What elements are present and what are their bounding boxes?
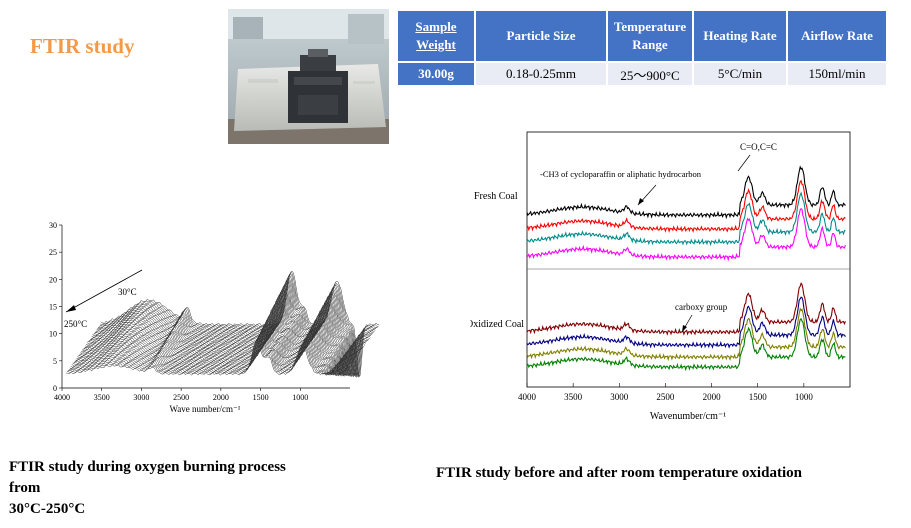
waterfall-line-28 (88, 294, 367, 377)
left-caption: FTIR study during oxygen burning process… (9, 457, 286, 520)
cell-airflow-rate: 150ml/min (788, 63, 886, 85)
cell-heating-rate: 5°C/min (694, 63, 786, 85)
waterfall-line-9 (73, 325, 352, 376)
waterfall-line-35 (93, 283, 373, 377)
parameters-table: Sample Weight Particle Size Temperature … (396, 9, 888, 87)
header-particle-size: Particle Size (476, 11, 606, 61)
waterfall-line-44 (101, 270, 380, 376)
right-caption: FTIR study before and after room tempera… (436, 465, 802, 481)
waterfall-line-37 (95, 280, 374, 377)
annotation-250c: 250°C (64, 319, 87, 329)
x-tick-label: 1000 (292, 393, 308, 402)
left-caption-line-3: 30°C-250°C (9, 501, 86, 517)
group-label-fresh: Fresh Coal (474, 191, 518, 202)
x-tick-label: 3500 (94, 393, 110, 402)
spectrum-line-6 (526, 307, 846, 362)
table-row: 30.00g 0.18-0.25mm 25～900°C 5°C/min 150m… (398, 63, 886, 85)
x-axis-label: Wavenumber/cm⁻¹ (650, 411, 726, 422)
table-header-row: Sample Weight Particle Size Temperature … (398, 11, 886, 61)
x-tick-label: 2000 (213, 393, 229, 402)
waterfall-spectra (66, 270, 380, 378)
page-title: FTIR study (30, 34, 135, 58)
left-caption-line-1: FTIR study during oxygen burning process (9, 459, 286, 475)
spectrum-line-3 (526, 207, 846, 262)
spectrum-line-0 (526, 165, 846, 220)
spectrum-line-1 (526, 179, 846, 233)
x-tick-label: 4000 (54, 393, 70, 402)
y-tick-label: 25 (49, 248, 57, 257)
waterfall-line-16 (78, 314, 358, 377)
annotation-30c: 30°C (118, 287, 137, 297)
y-tick-label: 15 (49, 303, 57, 312)
left-caption-line-2: from (9, 480, 41, 496)
waterfall-line-32 (91, 290, 370, 376)
plot-frame (526, 131, 851, 388)
spectrum-line-7 (526, 317, 846, 372)
x-axis-label: Wave number/cm⁻¹ (170, 404, 241, 414)
waterfall-chart: 4000 3500 3000 2500 2000 1500 1000 0 5 10 15 20 25 30… (49, 221, 380, 414)
x-tick-label: 2000 (703, 392, 722, 402)
x-tick-label: 3000 (133, 393, 149, 402)
spectrum-line-2 (526, 191, 846, 247)
header-airflow-rate: Airflow Rate (788, 11, 886, 61)
ftir-instrument-photo (228, 9, 389, 144)
waterfall-line-42 (99, 272, 378, 378)
waterfall-line-22 (83, 304, 362, 377)
waterfall-line-17 (79, 313, 358, 377)
x-tick-label: 4000 (518, 392, 537, 402)
waterfall-line-23 (84, 303, 363, 377)
cell-sample-weight: 30.00g (398, 63, 474, 85)
y-tick-label: 0 (53, 384, 57, 393)
waterfall-axes: 4000 3500 3000 2500 2000 1500 1000 0 5 10 15 20 25 30 (49, 221, 350, 402)
annotation-ch3: -CH3 of cycloparaffin or aliphatic hydro… (540, 169, 702, 179)
fresh-oxidized-spectra (526, 165, 846, 372)
waterfall-line-34 (93, 285, 372, 377)
y-tick-label: 10 (49, 330, 57, 339)
x-tick-label: 1000 (795, 392, 814, 402)
waterfall-line-40 (97, 275, 377, 378)
waterfall-line-4 (69, 333, 348, 375)
waterfall-line-36 (94, 282, 373, 378)
x-tick-label: 3000 (610, 392, 629, 402)
spectrum-line-4 (526, 282, 846, 336)
spectrum-line-5 (526, 296, 846, 349)
x-tick-label: 3500 (564, 392, 583, 402)
waterfall-line-41 (98, 273, 377, 378)
header-temperature-range: Temperature Range (608, 11, 692, 61)
fresh-oxidized-chart: 4000 3500 3000 2500 2000 1500 1000 Fresh Coal … (470, 131, 851, 422)
x-tick-label: 2500 (173, 393, 189, 402)
waterfall-line-33 (92, 288, 371, 376)
y-tick-label: 30 (49, 221, 57, 230)
annotation-carboxy: carboxy group (675, 302, 728, 312)
x-tick-label: 1500 (749, 392, 768, 402)
arrow-head (66, 305, 76, 312)
waterfall-line-29 (89, 293, 368, 376)
x-tick-label: 2500 (656, 392, 675, 402)
x-tick-label: 1500 (253, 393, 269, 402)
group-label-oxidized: Oxidized Coal (470, 319, 524, 330)
waterfall-line-12 (75, 320, 354, 375)
waterfall-line-27 (87, 297, 366, 376)
waterfall-line-21 (82, 306, 361, 376)
fresh-oxidized-axes: 4000 3500 3000 2500 2000 1500 1000 (518, 383, 813, 402)
waterfall-line-10 (73, 324, 353, 376)
y-tick-label: 5 (53, 357, 57, 366)
annotation-co-cc: C=O,C=C (740, 142, 777, 152)
y-tick-label: 20 (49, 275, 57, 284)
temperature-arrow (65, 269, 143, 313)
header-sample-weight: Sample Weight (398, 11, 474, 61)
header-heating-rate: Heating Rate (694, 11, 786, 61)
cell-temperature-range: 25～900°C (608, 63, 692, 85)
cell-particle-size: 0.18-0.25mm (476, 63, 606, 85)
